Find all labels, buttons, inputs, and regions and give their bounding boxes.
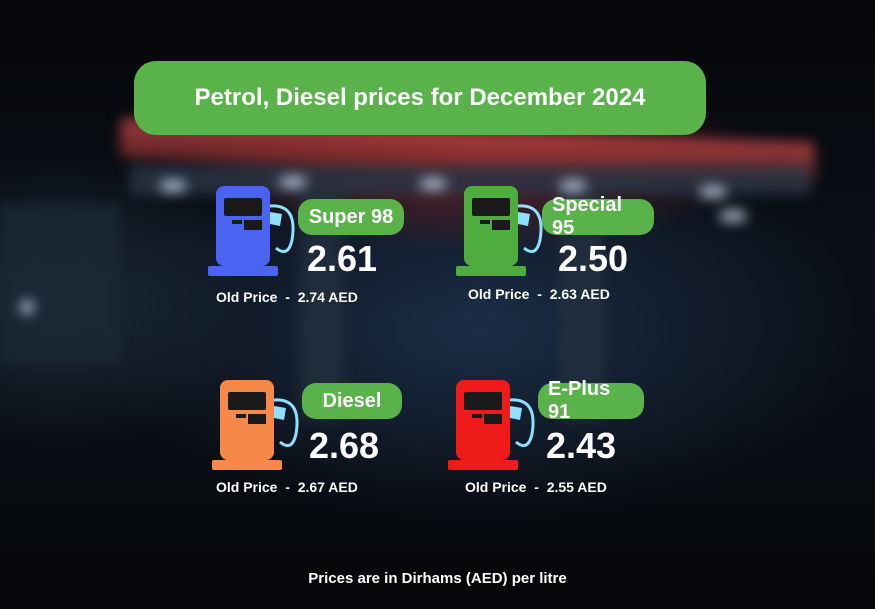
light [700,186,726,198]
fuel-label: E-Plus 91 [538,378,644,423]
old-price: Old Price - 2.55 AED [465,479,607,495]
old-price: Old Price - 2.67 AED [216,479,358,495]
fuel-pump-icon [208,186,295,276]
old-price: Old Price - 2.74 AED [216,289,358,305]
light [280,176,306,188]
fuel-pump-icon [212,380,299,470]
light [420,178,446,190]
fuel-pump-icon [448,380,535,470]
fuel-pump-icon [456,186,543,276]
fuel-card-diesel: Diesel 2.68 Old Price - 2.67 AED [212,378,432,498]
fuel-label: Super 98 [298,199,404,235]
light [160,180,186,192]
title-banner: Petrol, Diesel prices for December 2024 [134,61,706,135]
fuel-label: Special 95 [542,194,654,239]
light [560,180,586,192]
fuel-price: 2.68 [309,425,380,466]
building [0,205,120,365]
light [720,210,746,222]
footer-note: Prices are in Dirhams (AED) per litre [308,570,567,587]
light [20,300,34,314]
fuel-card-e-plus-91: E-Plus 91 2.43 Old Price - 2.55 AED [448,378,668,498]
fuel-price: 2.50 [558,238,629,279]
fuel-price: 2.61 [307,238,378,279]
fuel-card-super-98: Super 98 2.61 Old Price - 2.74 AED [208,184,428,305]
fuel-label: Diesel [302,383,402,419]
fuel-price: 2.43 [546,425,617,466]
fuel-card-special-95: Special 95 2.50 Old Price - 2.63 AED [456,184,676,304]
old-price: Old Price - 2.63 AED [468,286,610,302]
